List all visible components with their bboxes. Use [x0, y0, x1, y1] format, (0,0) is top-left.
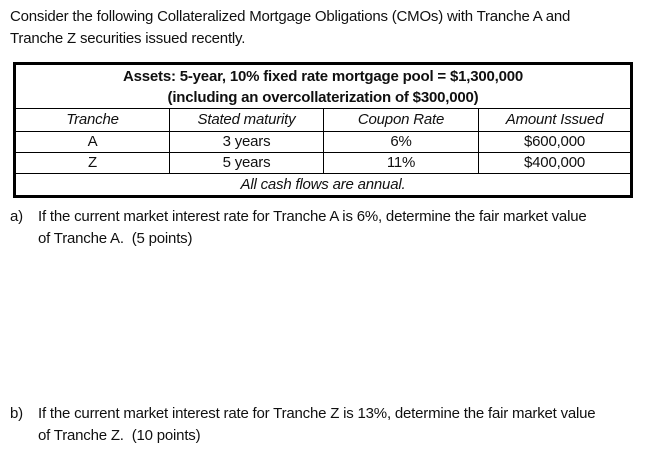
table-title-line-1: Assets: 5-year, 10% fixed rate mortgage … [122, 67, 524, 85]
table-row-tranche-z: Z 5 years 11% $400,000 [14, 152, 632, 174]
table-footer-note: All cash flows are annual. [14, 173, 632, 197]
question-b: b) If the current market interest rate f… [10, 403, 596, 447]
question-b-label: b) [10, 405, 23, 422]
question-b-line-2: of Tranche Z. (10 points) [38, 427, 201, 444]
column-header-stated-maturity: Stated maturity [169, 108, 324, 132]
table-title-row: Assets: 5-year, 10% fixed rate mortgage … [14, 63, 632, 109]
cell-tranche-a-coupon: 6% [323, 131, 479, 153]
column-header-amount-issued: Amount Issued [478, 108, 632, 132]
intro-line-1: Consider the following Collateralized Mo… [10, 8, 571, 25]
cell-tranche-z-coupon: 11% [323, 152, 479, 174]
table-title-line-2: (including an overcollaterization of $30… [167, 88, 479, 106]
cell-tranche-z-name: Z [14, 152, 170, 174]
cell-tranche-z-amount: $400,000 [478, 152, 632, 174]
question-a: a) If the current market interest rate f… [10, 206, 587, 250]
question-b-text: If the current market interest rate for … [38, 403, 596, 447]
table-title-cell: Assets: 5-year, 10% fixed rate mortgage … [14, 63, 632, 109]
question-b-line-1: If the current market interest rate for … [38, 405, 596, 422]
question-a-label: a) [10, 208, 23, 225]
column-header-tranche: Tranche [14, 108, 170, 132]
intro-line-2: Tranche Z securities issued recently. [10, 29, 246, 47]
cell-tranche-a-amount: $600,000 [478, 131, 632, 153]
cmo-table: Assets: 5-year, 10% fixed rate mortgage … [13, 62, 633, 198]
question-a-text: If the current market interest rate for … [38, 206, 587, 250]
cell-tranche-a-maturity: 3 years [169, 131, 324, 153]
table-footer-row: All cash flows are annual. [14, 173, 632, 197]
cell-tranche-a-name: A [14, 131, 170, 153]
question-a-line-1: If the current market interest rate for … [38, 208, 587, 225]
intro-paragraph: Consider the following Collateralized Mo… [10, 6, 630, 49]
table-row-tranche-a: A 3 years 6% $600,000 [14, 131, 632, 153]
question-a-line-2: of Tranche A. (5 points) [38, 230, 193, 247]
table-header-row: Tranche Stated maturity Coupon Rate Amou… [14, 108, 632, 132]
column-header-coupon-rate: Coupon Rate [323, 108, 479, 132]
cell-tranche-z-maturity: 5 years [169, 152, 324, 174]
